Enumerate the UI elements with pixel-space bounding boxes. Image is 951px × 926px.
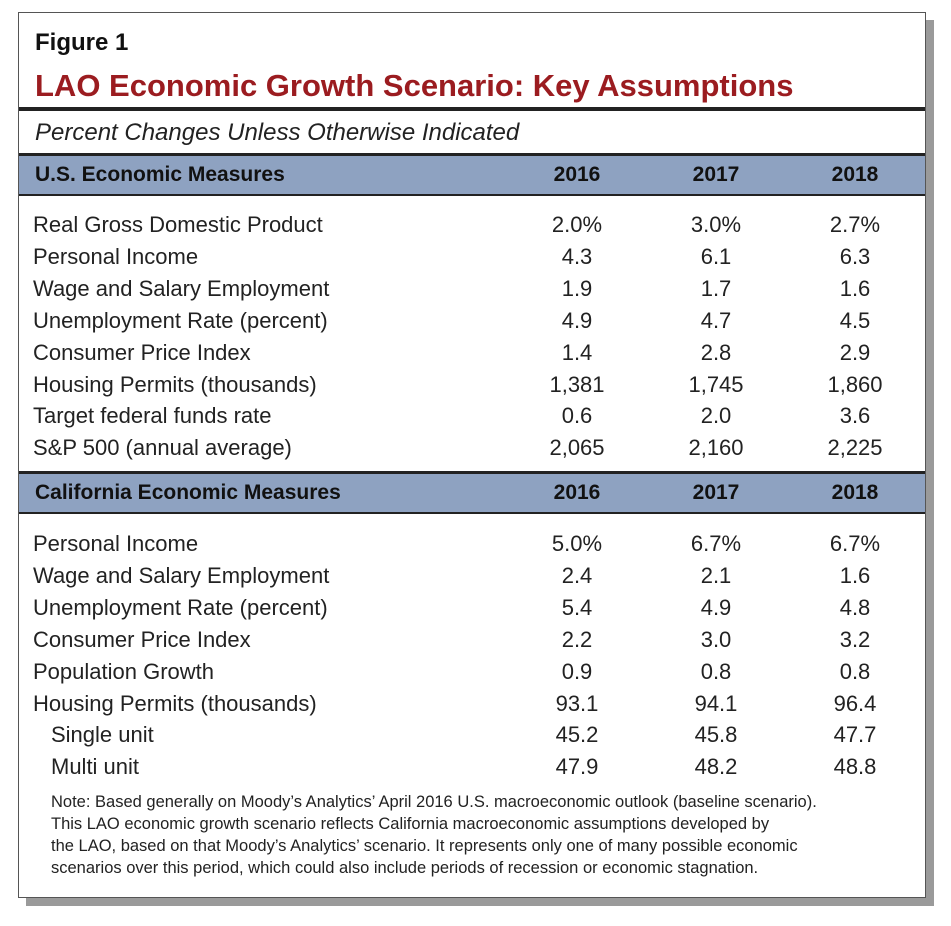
cell-value: 2,160: [688, 435, 744, 461]
cell-value: 5.0%: [551, 531, 603, 556]
figure-box: Figure 1 LAO Economic Growth Scenario: K…: [18, 12, 926, 898]
cell-value: 2.0: [700, 403, 732, 429]
section-header-band: [19, 153, 925, 196]
cell-value: 48.2: [694, 754, 738, 780]
cell-value: 4.3: [561, 243, 593, 269]
row-label: Wage and Salary Employment: [33, 562, 330, 588]
cell-value: 1.7: [700, 275, 732, 301]
cell-value: 2.4: [561, 562, 593, 588]
cell-value: 1.4: [561, 339, 593, 365]
section-header: U.S. Economic Measures: [35, 163, 285, 186]
cell-value: 3.2: [839, 626, 871, 652]
cell-value: 4.9: [700, 594, 732, 620]
figure-label: Figure 1: [35, 29, 129, 56]
cell-value: 45.2: [555, 722, 599, 748]
cell-value: 2.1: [700, 562, 732, 588]
cell-value: 3.0%: [690, 212, 742, 237]
row-label: Multi unit: [51, 754, 140, 780]
title: LAO Economic Growth Scenario: Key Assump…: [35, 68, 794, 103]
note-line: scenarios over this period, which could …: [51, 859, 759, 877]
cell-value: 0.9: [561, 658, 593, 684]
column-header: 2016: [553, 163, 601, 186]
cell-value: 2.2: [561, 626, 593, 652]
cell-value: 2.8: [700, 339, 732, 365]
cell-value: 6.3: [839, 243, 871, 269]
row-label: Wage and Salary Employment: [33, 275, 330, 301]
row-label: Housing Permits (thousands): [33, 371, 317, 397]
cell-value: 4.7: [700, 307, 732, 333]
cell-value: 45.8: [694, 722, 738, 748]
row-label: Unemployment Rate (percent): [33, 594, 328, 620]
column-header: 2017: [692, 481, 740, 504]
cell-value: 1,860: [827, 371, 883, 397]
cell-value: 2.0%: [551, 212, 603, 237]
cell-value: 4.5: [839, 307, 871, 333]
cell-value: 3.0: [700, 626, 732, 652]
cell-value: 1.9: [561, 275, 593, 301]
row-label: Consumer Price Index: [33, 626, 251, 652]
cell-value: 2.9: [839, 339, 871, 365]
cell-value: 93.1: [555, 690, 599, 716]
cell-value: 2,065: [549, 435, 605, 461]
cell-value: 47.7: [833, 722, 877, 748]
row-label: Target federal funds rate: [33, 403, 272, 429]
cell-value: 1.6: [839, 275, 871, 301]
column-header: 2016: [553, 481, 601, 504]
row-label: S&P 500 (annual average): [33, 435, 292, 461]
note-line: This LAO economic growth scenario reflec…: [51, 815, 770, 833]
cell-value: 1,745: [688, 371, 744, 397]
cell-value: 0.6: [561, 403, 593, 429]
cell-value: 47.9: [555, 754, 599, 780]
cell-value: 6.1: [700, 243, 732, 269]
row-label: Personal Income: [33, 243, 199, 269]
cell-value: 48.8: [833, 754, 877, 780]
cell-value: 94.1: [694, 690, 738, 716]
column-header: 2017: [692, 163, 740, 186]
row-label: Housing Permits (thousands): [33, 690, 317, 716]
section-header: California Economic Measures: [35, 481, 341, 504]
column-header: 2018: [831, 481, 879, 504]
cell-value: 0.8: [700, 658, 732, 684]
row-label: Unemployment Rate (percent): [33, 307, 328, 333]
cell-value: 0.8: [839, 658, 871, 684]
cell-value: 4.9: [561, 307, 593, 333]
cell-value: 4.8: [839, 594, 871, 620]
cell-value: 1,381: [549, 371, 605, 397]
cell-value: 96.4: [833, 690, 877, 716]
row-label: Consumer Price Index: [33, 339, 251, 365]
row-label: Single unit: [51, 722, 154, 748]
column-header: 2018: [831, 163, 879, 186]
subtitle: Percent Changes Unless Otherwise Indicat…: [35, 119, 520, 146]
rule: [19, 107, 925, 111]
cell-value: 2.7%: [829, 212, 881, 237]
section-header-band: [19, 471, 925, 514]
cell-value: 3.6: [839, 403, 871, 429]
cell-value: 6.7%: [690, 531, 742, 556]
cell-value: 6.7%: [829, 531, 881, 556]
cell-value: 2,225: [827, 435, 883, 461]
cell-value: 5.4: [561, 594, 593, 620]
note-line: the LAO, based on that Moody’s Analytics…: [51, 837, 798, 855]
row-label: Population Growth: [33, 658, 214, 684]
cell-value: 1.6: [839, 562, 871, 588]
row-label: Personal Income: [33, 531, 199, 556]
row-label: Real Gross Domestic Product: [33, 212, 323, 237]
note-line: Note: Based generally on Moody’s Analyti…: [51, 793, 817, 811]
